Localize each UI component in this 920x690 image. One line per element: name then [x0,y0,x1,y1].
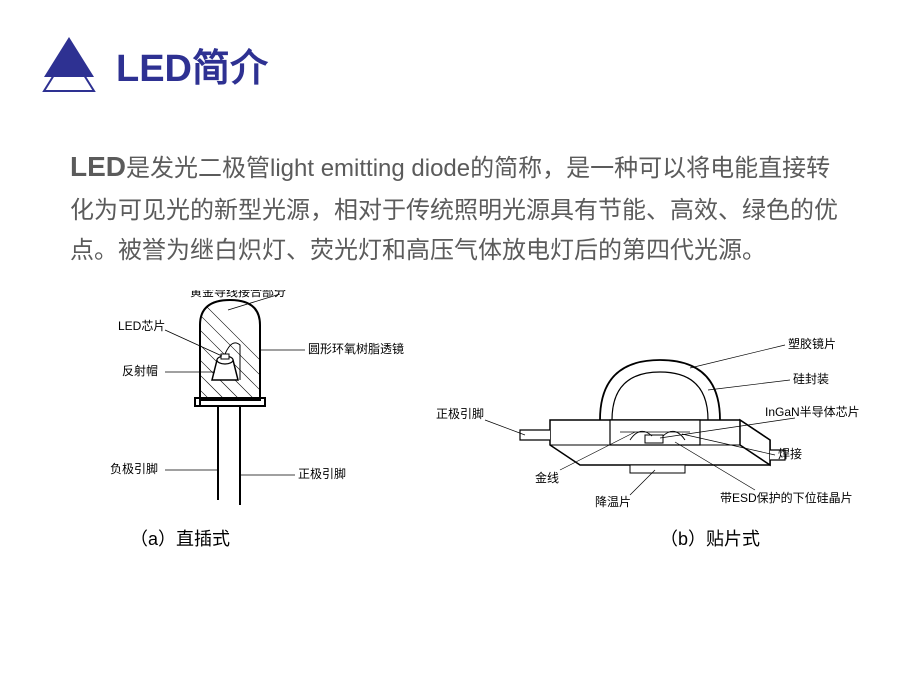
slide-title: LED简介 [116,37,268,92]
label-anode-b: 正极引脚 [436,406,484,421]
body-rest: 是发光二极管light emitting diode的简称，是一种可以将电能直接… [70,155,838,264]
label-ingan: InGaN半导体芯片 [765,405,860,419]
lead-word: LED [70,151,126,182]
triangle-bullet-icon [40,35,98,93]
body-paragraph: LED是发光二极管light emitting diode的简称，是一种可以将电… [0,93,920,272]
label-gold-wire: 黄金导线接合部分 [190,290,286,299]
caption-a: （a）直插式 [130,525,230,551]
label-cathode: 负极引脚 [110,461,158,476]
label-heatsink: 降温片 [595,495,631,509]
label-weld: 焊接 [778,446,802,461]
caption-row: （a）直插式 （b）贴片式 [0,515,920,551]
label-anode: 正极引脚 [298,466,346,481]
label-esd: 带ESD保护的下位硅晶片 [720,490,853,505]
diagram-a: 黄金导线接合部分 LED芯片 反射帽 圆形环氧树脂透镜 负极引脚 正极引脚 [60,290,410,515]
label-gold-wire-b: 金线 [535,470,559,485]
label-reflector: 反射帽 [122,363,158,378]
label-lens: 圆形环氧树脂透镜 [308,341,404,356]
diagram-b: 塑胶镜片 硅封装 正极引脚 InGaN半导体芯片 金线 焊接 降温片 带ESD保… [430,290,860,515]
diagram-row: 黄金导线接合部分 LED芯片 反射帽 圆形环氧树脂透镜 负极引脚 正极引脚 [0,272,920,515]
caption-b: （b）贴片式 [660,525,760,551]
label-plastic-lens: 塑胶镜片 [788,336,836,351]
label-led-chip: LED芯片 [118,319,165,333]
label-si-package: 硅封装 [793,372,829,386]
slide-header: LED简介 [0,0,920,93]
